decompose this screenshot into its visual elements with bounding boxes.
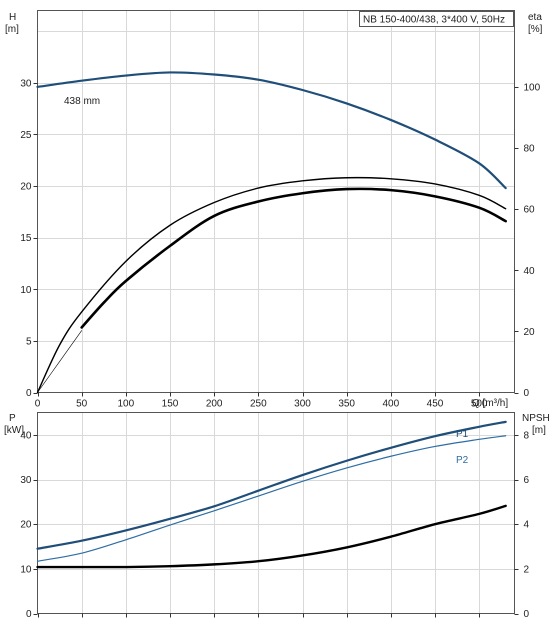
x-tick-label: 150 — [162, 399, 179, 410]
chart-title: NB 150-400/438, 3*400 V, 50Hz — [363, 15, 505, 26]
left-tick-label: 25 — [20, 130, 32, 141]
right-tick-label: 40 — [524, 266, 536, 277]
left-tick-label: 30 — [20, 78, 32, 89]
upper-plot-grid — [37, 10, 515, 393]
left-tick-label: 40 — [20, 430, 32, 441]
upper-series — [36, 71, 507, 394]
series-line-p2 — [36, 435, 507, 562]
lower-plot-grid — [37, 412, 515, 614]
right-tick-label: 2 — [524, 564, 530, 575]
x-tick-label: 500 — [471, 399, 488, 410]
right-tick-label: 80 — [524, 144, 536, 155]
x-tick-label: 200 — [206, 399, 223, 410]
series-line-0-2 — [36, 176, 507, 394]
right-axis-title-eta: eta — [528, 12, 542, 23]
right-tick-label: 6 — [524, 475, 530, 486]
right-tick-label: 0 — [524, 609, 530, 620]
right-axis-title-npsh: NPSH — [522, 413, 550, 424]
left-tick-label: 0 — [26, 388, 32, 399]
series-line-0-3 — [37, 330, 82, 393]
left-axis-unit-h: [m] — [5, 24, 19, 35]
left-tick-label: 10 — [20, 564, 32, 575]
right-tick-label: 100 — [524, 82, 541, 93]
left-axis-unit-p: [kW] — [4, 425, 24, 436]
x-tick-label: 100 — [117, 399, 134, 410]
right-tick-label: 60 — [524, 205, 536, 216]
x-tick-label: 350 — [338, 399, 355, 410]
left-tick-label: 15 — [20, 233, 32, 244]
impeller-diameter-label: 438 mm — [64, 96, 100, 107]
right-tick-label: 8 — [524, 430, 530, 441]
lower-tick-labels: 0 10 20 30 40 0 2 4 6 8 — [20, 430, 529, 620]
x-tick-label: 300 — [294, 399, 311, 410]
left-tick-label: 20 — [20, 520, 32, 531]
left-axis-title-p: P — [9, 413, 16, 424]
upper-plot-frame — [37, 10, 515, 393]
lower-plot-frame — [37, 412, 515, 614]
x-tick-label: 250 — [250, 399, 267, 410]
x-tick-label: 400 — [382, 399, 399, 410]
right-tick-label: 20 — [524, 327, 536, 338]
left-tick-label: 20 — [20, 182, 32, 193]
right-axis-unit-eta: [%] — [528, 24, 543, 35]
x-tick-label: 0 — [35, 399, 41, 410]
x-tick-label: 450 — [427, 399, 444, 410]
series-line-0-1 — [80, 187, 507, 329]
series-line-p1 — [36, 420, 507, 550]
right-tick-label: 0 — [524, 388, 530, 399]
lower-series — [36, 420, 507, 569]
x-axis-title: Q [m³/h] — [472, 398, 508, 409]
left-tick-label: 5 — [26, 336, 32, 347]
left-axis-title-h: H — [9, 12, 16, 23]
left-tick-label: 10 — [20, 285, 32, 296]
left-tick-label: 0 — [26, 609, 32, 620]
left-tick-label: 30 — [20, 475, 32, 486]
series-label-p1: P1 — [456, 429, 469, 440]
series-line-1-2 — [36, 504, 507, 569]
chart-title-box — [359, 11, 514, 27]
series-label-p2: P2 — [456, 455, 469, 466]
right-axis-unit-npsh: [m] — [532, 425, 546, 436]
x-tick-label: 50 — [76, 399, 88, 410]
right-tick-label: 4 — [524, 520, 530, 531]
series-line-438-mm — [36, 71, 507, 190]
